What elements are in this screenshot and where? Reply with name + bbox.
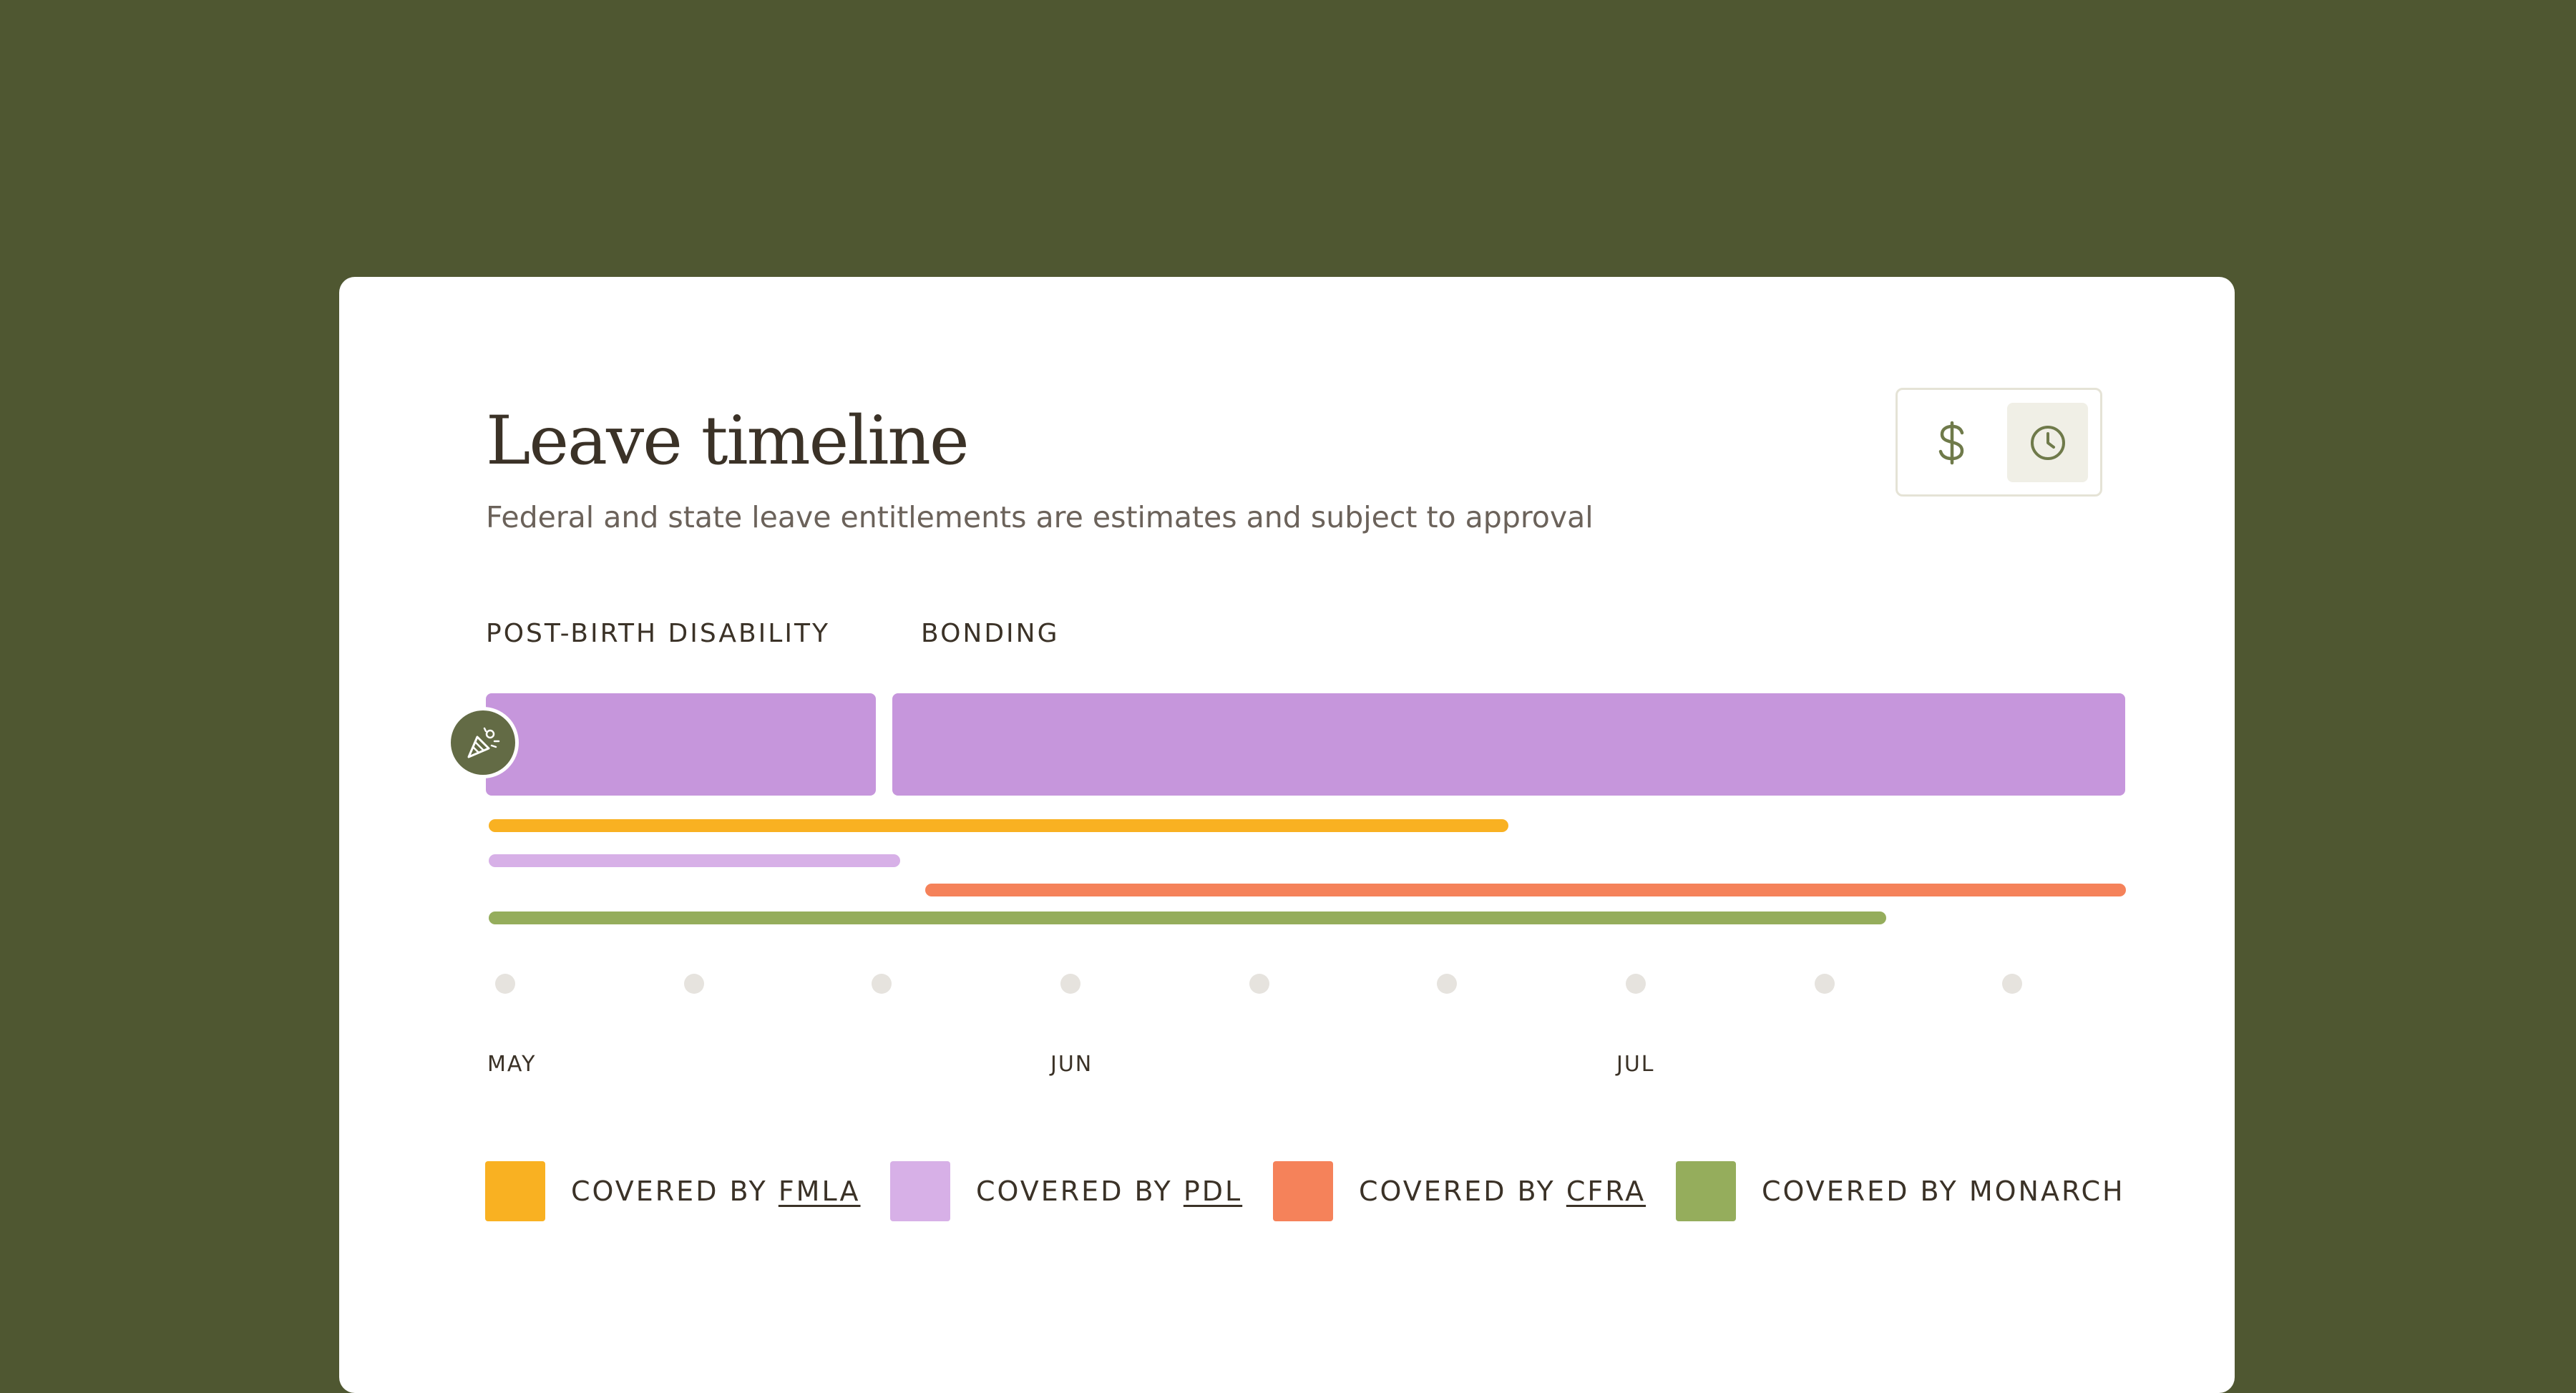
dollar-icon <box>1938 421 1963 464</box>
fmla-coverage-line <box>489 819 1508 832</box>
legend-label: COVERED BY MONARCH <box>1762 1176 2125 1207</box>
timeline-tick <box>495 974 515 994</box>
phase-bar-bonding[interactable] <box>892 693 2125 796</box>
pdl-link[interactable]: PDL <box>1183 1176 1243 1207</box>
timeline-view-button[interactable] <box>2007 403 2088 482</box>
legend-item-pdl: COVERED BY PDL <box>890 1161 1242 1221</box>
cfra-coverage-line <box>925 884 2126 896</box>
phase-label-bonding: BONDING <box>921 619 1060 648</box>
leave-timeline-card: Leave timeline Federal and state leave e… <box>339 277 2235 1393</box>
legend-swatch <box>485 1161 545 1221</box>
month-label-jul: JUL <box>1616 1052 1655 1077</box>
legend-label: COVERED BY FMLA <box>571 1176 861 1207</box>
month-label-may: MAY <box>487 1052 537 1077</box>
cfra-link[interactable]: CFRA <box>1566 1176 1646 1207</box>
page-subtitle: Federal and state leave entitlements are… <box>486 500 1594 534</box>
phase-bar-post-birth-disability[interactable] <box>486 693 876 796</box>
month-label-jun: JUN <box>1050 1052 1093 1077</box>
view-toggle <box>1896 388 2102 497</box>
fmla-link[interactable]: FMLA <box>778 1176 861 1207</box>
timeline-tick <box>1060 974 1080 994</box>
timeline-tick <box>1249 974 1269 994</box>
timeline-tick <box>2002 974 2022 994</box>
clock-icon <box>2030 425 2065 460</box>
cost-view-button[interactable] <box>1911 403 1992 482</box>
legend-item-monarch: COVERED BY MONARCH <box>1676 1161 2125 1221</box>
party-popper-icon <box>467 727 500 758</box>
birth-milestone-marker[interactable] <box>447 707 519 778</box>
phase-label-post-birth-disability: POST-BIRTH DISABILITY <box>486 619 830 648</box>
monarch-coverage-line <box>489 911 1886 924</box>
timeline-tick <box>1437 974 1457 994</box>
timeline-tick <box>1626 974 1646 994</box>
timeline-tick <box>872 974 892 994</box>
legend-item-cfra: COVERED BY CFRA <box>1273 1161 1646 1221</box>
timeline-tick <box>684 974 704 994</box>
legend-swatch <box>1273 1161 1333 1221</box>
legend-swatch <box>1676 1161 1736 1221</box>
timeline-tick <box>1815 974 1835 994</box>
pdl-coverage-line <box>489 854 900 867</box>
page-title: Leave timeline <box>486 402 970 480</box>
legend-label: COVERED BY PDL <box>976 1176 1243 1207</box>
legend-label: COVERED BY CFRA <box>1359 1176 1646 1207</box>
legend-item-fmla: COVERED BY FMLA <box>485 1161 861 1221</box>
legend-swatch <box>890 1161 950 1221</box>
